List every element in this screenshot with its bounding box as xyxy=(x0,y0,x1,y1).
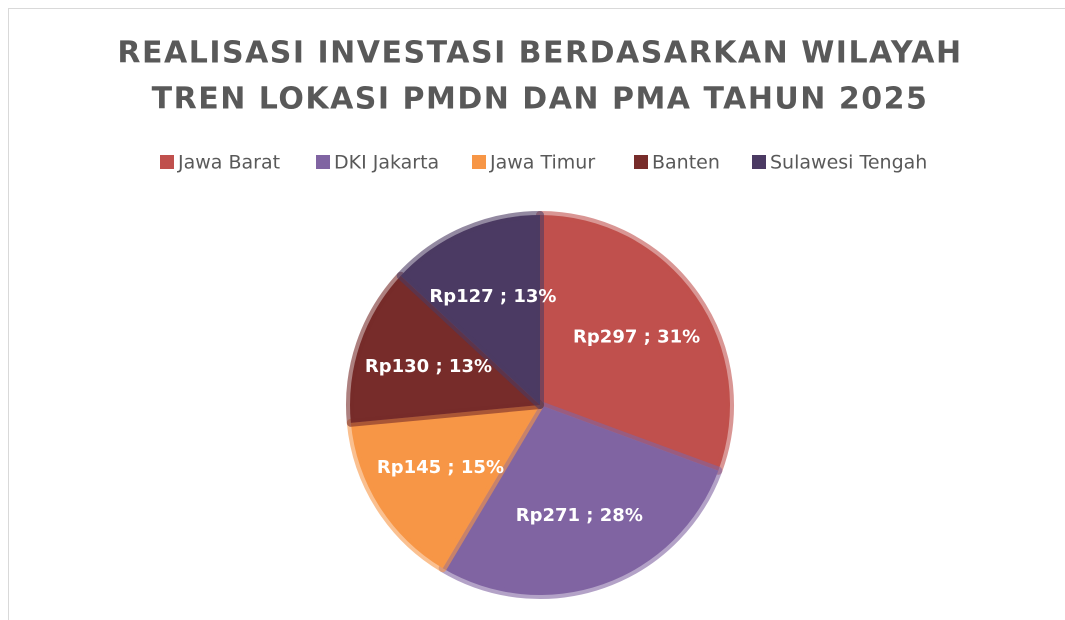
pie-slice xyxy=(438,401,723,599)
pie-slice xyxy=(536,211,734,475)
data-label: Rp127 ; 13% xyxy=(429,286,556,307)
chart-frame xyxy=(8,8,1065,620)
legend-label: Sulawesi Tengah xyxy=(770,152,927,174)
legend-label: Banten xyxy=(652,152,720,174)
legend-swatch xyxy=(472,155,486,169)
pie-slice xyxy=(346,401,544,573)
legend-label: DKI Jakarta xyxy=(334,152,439,174)
legend-swatch xyxy=(316,155,330,169)
pie-slice xyxy=(346,271,544,427)
data-label: Rp297 ; 31% xyxy=(573,327,700,348)
chart-title: TREN LOKASI PMDN DAN PMA TAHUN 2025 xyxy=(152,82,929,117)
legend-swatch xyxy=(160,155,174,169)
legend-swatch xyxy=(752,155,766,169)
data-label: Rp130 ; 13% xyxy=(365,356,492,377)
data-label: Rp271 ; 28% xyxy=(516,505,643,526)
legend-label: Jawa Timur xyxy=(489,152,595,174)
data-label: Rp145 ; 15% xyxy=(377,457,504,478)
legend-swatch xyxy=(634,155,648,169)
pie-slice xyxy=(396,211,544,409)
legend-label: Jawa Barat xyxy=(177,152,280,174)
chart-title: REALISASI INVESTASI BERDASARKAN WILAYAH xyxy=(117,36,962,71)
